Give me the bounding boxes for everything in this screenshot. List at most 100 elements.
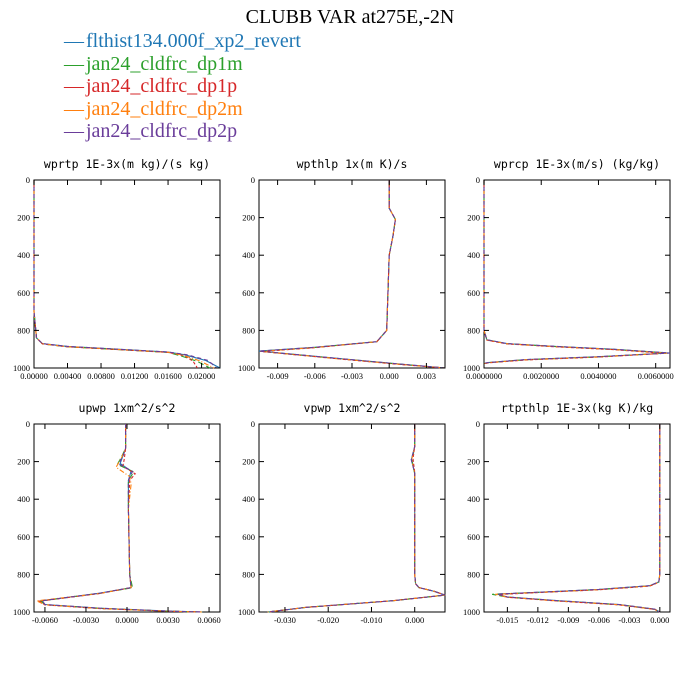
plot-frame [33,423,221,613]
x-tick-label: 0.0000000 [466,371,502,381]
y-tick-label: 200 [242,457,255,467]
series-line [483,180,671,364]
panel-5: vpwp 1xm^2/s^2 0 200 400 600 800 1000 -0.030 -0.… [238,401,446,625]
series-line [267,424,446,613]
x-tick-label: 0.0060 [197,615,220,625]
y-tick-label: 400 [242,494,255,504]
panel-title: wprcp 1E-3x(m/s) (kg/kg) [494,157,660,171]
panel-3: wprcp 1E-3x(m/s) (kg/kg) 0 200 400 600 800 100… [463,157,674,381]
panel-6: rtpthlp 1E-3x(kg K)/kg 0 200 400 600 800 1000 -… [463,401,671,625]
series-line [41,424,203,613]
x-tick-label: -0.009 [267,371,289,381]
x-tick-label: -0.006 [304,371,326,381]
x-tick-label: 0.0020000 [523,371,559,381]
legend-dash-icon: — [64,30,84,52]
y-tick-label: 1000 [13,607,30,617]
legend-label: jan24_cldfrc_dp2p [86,120,238,142]
legend-dash-icon: — [64,75,84,97]
y-tick-label: 200 [467,213,480,223]
y-tick-label: 400 [17,494,30,504]
series-line [499,424,661,613]
y-tick-label: 600 [17,532,30,542]
x-tick-label: -0.003 [618,615,640,625]
x-tick-label: 0.0000 [115,615,138,625]
legend-label: jan24_cldfrc_dp1m [86,52,243,75]
y-tick-label: 200 [467,457,480,467]
series-line [483,180,668,365]
x-tick-label: -0.015 [496,615,518,625]
x-tick-label: 0.000 [650,615,669,625]
series-line [34,424,203,613]
legend-dash-icon: — [64,97,84,120]
series-line [497,424,661,613]
x-tick-label: 0.000 [405,615,424,625]
series-line [492,424,661,613]
x-tick-label: 0.0030 [156,615,179,625]
series-line [267,424,446,613]
panel-title: upwp 1xm^2/s^2 [79,401,176,415]
legend-item: — jan24_cldfrc_dp1m [64,53,301,76]
legend-item: — jan24_cldfrc_dp2m [64,98,301,121]
y-tick-label: 400 [467,250,480,260]
x-tick-label: 0.00000 [20,371,48,381]
panel-title: wpthlp 1x(m K)/s [297,157,408,171]
series-line [497,424,661,613]
series-line [261,180,446,369]
legend-dash-icon: — [64,120,84,142]
x-tick-label: -0.010 [360,615,382,625]
series-line [260,180,446,369]
y-tick-label: 600 [17,288,30,298]
series-line [41,424,203,613]
x-tick-label: 0.0040000 [580,371,616,381]
y-tick-label: 400 [242,250,255,260]
series-line [258,180,446,369]
plot-frame [483,179,671,369]
x-tick-label: 0.0060000 [638,371,674,381]
y-tick-label: 600 [467,288,480,298]
legend-item: — jan24_cldfrc_dp1p [64,75,301,98]
series-line [483,180,668,365]
series-line [39,424,203,613]
series-line [38,424,203,613]
x-tick-label: 0.000 [380,371,399,381]
y-tick-label: 0 [26,419,30,429]
y-tick-label: 800 [242,325,255,335]
page-title: CLUBB VAR at275E,-2N [245,6,455,28]
x-tick-label: -0.006 [588,615,610,625]
series-line [495,424,661,613]
x-tick-label: 0.01200 [121,371,149,381]
y-tick-label: 200 [242,213,255,223]
x-tick-label: 0.01600 [154,371,182,381]
x-tick-label: -0.012 [527,615,549,625]
y-tick-label: 1000 [13,363,30,373]
legend: — flthist134.000f_xp2_revert — jan24_cldfr… [64,30,301,143]
panel-1: wprtp 1E-3x(m kg)/(s kg) 0 200 400 600 800 100… [13,157,221,381]
y-tick-label: 1000 [238,607,255,617]
panel-2: wpthlp 1x(m K)/s 0 200 400 600 800 1000 -0.009 -… [238,157,446,381]
x-tick-label: 0.00800 [87,371,115,381]
plot-frame [258,179,446,369]
legend-label: jan24_cldfrc_dp2m [86,97,243,120]
y-tick-label: 800 [242,569,255,579]
y-tick-label: 800 [467,325,480,335]
y-tick-label: 200 [17,213,30,223]
y-tick-label: 800 [467,569,480,579]
series-line [267,424,446,613]
x-tick-label: -0.0060 [32,615,58,625]
panel-title: rtpthlp 1E-3x(kg K)/kg [501,401,653,415]
y-tick-label: 600 [242,532,255,542]
y-tick-label: 400 [467,494,480,504]
x-tick-label: -0.003 [341,371,363,381]
y-tick-label: 0 [476,419,480,429]
series-line [33,180,215,369]
y-tick-label: 0 [251,419,255,429]
series-line [33,180,217,369]
plot-frame [483,423,671,613]
plot-frame [33,179,221,369]
panel-title: wprtp 1E-3x(m kg)/(s kg) [44,157,210,171]
series-line [260,180,446,369]
x-tick-label: 0.00400 [54,371,82,381]
series-line [267,424,446,613]
legend-item: — jan24_cldfrc_dp2p [64,120,301,143]
